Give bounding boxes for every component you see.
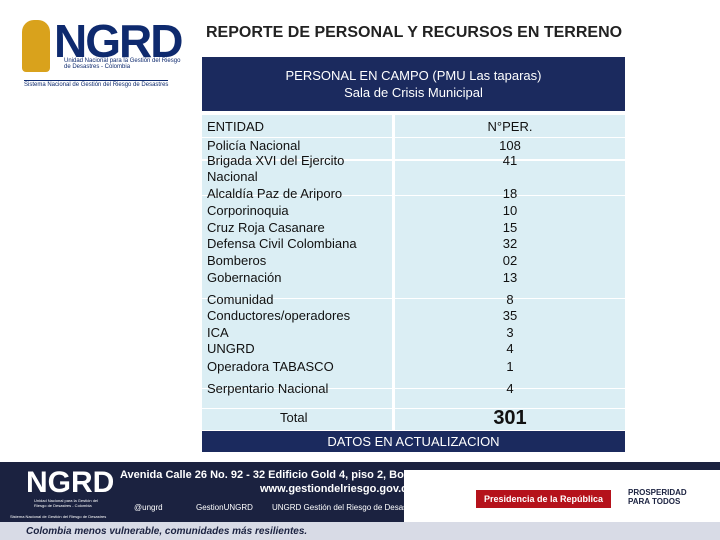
count: 32 xyxy=(502,236,518,251)
count: 13 xyxy=(502,270,518,285)
entity: ICA xyxy=(207,325,229,340)
count: 4 xyxy=(506,341,514,356)
logo-emblem xyxy=(22,20,50,72)
entity: Gobernación xyxy=(207,270,282,285)
cell-bg xyxy=(202,115,392,137)
prosperity: PROSPERIDAD PARA TODOS xyxy=(628,488,687,506)
cell-bg xyxy=(395,196,625,298)
entity: Operadora TABASCO xyxy=(207,359,334,374)
cell-bg xyxy=(202,409,392,430)
count: 108 xyxy=(499,138,521,153)
footer-slogan-band xyxy=(0,522,720,540)
caption-line: Sala de Crisis Municipal xyxy=(344,85,483,100)
entity: Corporinoquia xyxy=(207,203,289,218)
cell-bg xyxy=(395,389,625,408)
presidency: Presidencia de la República xyxy=(476,490,612,508)
table-footer-bg xyxy=(202,431,625,452)
logo-acronym: NGRD xyxy=(54,15,183,67)
entity: Serpentario Nacional xyxy=(207,381,329,396)
footer-acronym: NGRD xyxy=(26,466,115,499)
slogan: Colombia menos vulnerable, comunidades m… xyxy=(26,526,308,537)
count: 15 xyxy=(502,220,518,235)
cell-bg xyxy=(395,115,625,137)
title: REPORTE DE PERSONAL Y RECURSOS EN TERREN… xyxy=(206,24,623,41)
cell-bg xyxy=(202,389,392,408)
count: 18 xyxy=(502,186,518,201)
entity: UNGRD xyxy=(207,341,255,356)
cell-bg xyxy=(395,409,625,430)
entity: Comunidad xyxy=(207,292,274,307)
entity: Brigada XVI del Ejercito Nacional xyxy=(207,153,345,184)
entity: Policía Nacional xyxy=(207,138,301,153)
twitter: @ungrd xyxy=(134,503,163,512)
facebook: GestionUNGRD xyxy=(196,503,253,512)
count: 8 xyxy=(506,292,514,307)
table-caption-bg xyxy=(202,57,625,111)
count: 41 xyxy=(502,153,518,168)
footer-system: Sistema Nacional de Gestión del Riesgo d… xyxy=(10,514,107,519)
logo-unit: Unidad Nacional para la Gestión del Ries… xyxy=(64,58,181,70)
footer-unit: Unidad Nacional para la Gestión del Ries… xyxy=(34,498,99,508)
entity: Alcaldía Paz de Ariporo xyxy=(207,186,343,201)
cell-bg xyxy=(202,161,392,195)
cell-bg xyxy=(395,161,625,195)
count: 02 xyxy=(502,253,518,268)
entity: Bomberos xyxy=(207,253,267,268)
cell-bg xyxy=(202,299,392,388)
table-footer: DATOS EN ACTUALIZACION xyxy=(327,434,500,449)
header-count: N°PER. xyxy=(487,119,533,134)
entity: Cruz Roja Casanare xyxy=(207,220,325,235)
count: 3 xyxy=(506,325,514,340)
cell-bg xyxy=(395,138,625,159)
caption-line: PERSONAL EN CAMPO (PMU Las taparas) xyxy=(285,68,542,83)
cell-bg xyxy=(395,299,625,388)
count: 35 xyxy=(502,308,518,323)
cell-bg xyxy=(202,196,392,298)
entity: Conductores/operadores xyxy=(207,308,351,323)
logo-system: Sistema Nacional de Gestión del Riesgo d… xyxy=(24,80,169,88)
count: 10 xyxy=(502,203,518,218)
header-entity: ENTIDAD xyxy=(207,119,265,134)
table-caption: PERSONAL EN CAMPO (PMU Las taparas) Sala… xyxy=(202,67,625,101)
count: 4 xyxy=(506,381,514,396)
cell-bg xyxy=(202,138,392,159)
total-label: Total xyxy=(280,410,308,425)
entity: Defensa Civil Colombiana xyxy=(207,236,357,251)
youtube: UNGRD Gestión del Riesgo de Desastres xyxy=(272,503,421,512)
website: www.gestiondelriesgo.gov.co xyxy=(260,483,415,495)
count: 1 xyxy=(506,359,514,374)
address: Avenida Calle 26 No. 92 - 32 Edificio Go… xyxy=(120,469,450,481)
total-value: 301 xyxy=(493,407,527,429)
